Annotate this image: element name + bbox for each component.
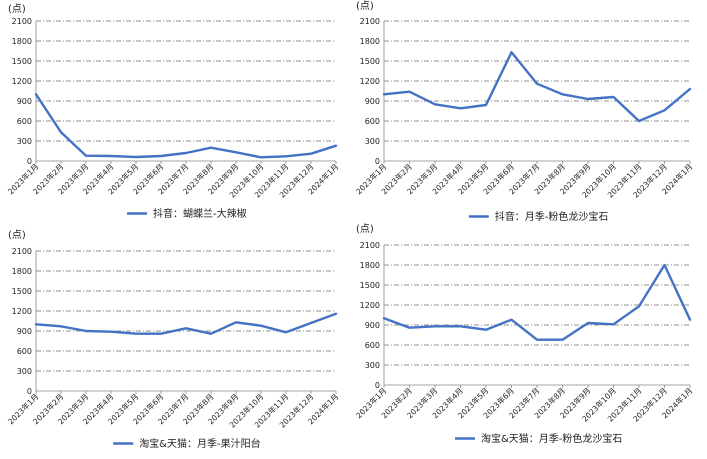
unit-label: (点) [356, 223, 374, 235]
y-tick-label: 1500 [12, 57, 32, 66]
y-tick-label: 0 [375, 381, 380, 390]
y-tick-label: 0 [27, 157, 32, 166]
y-tick-label: 900 [365, 321, 380, 330]
y-tick-label: 900 [365, 97, 380, 106]
y-tick-label: 2100 [360, 241, 380, 250]
chart-1: (点)030060090012001500180021002023年1月2023… [6, 3, 341, 220]
y-tick-label: 1800 [360, 37, 380, 46]
series-line [34, 93, 338, 159]
y-tick-label: 0 [375, 157, 380, 166]
y-tick-label: 900 [17, 327, 32, 336]
y-tick-label: 600 [365, 117, 380, 126]
y-tick-label: 1500 [360, 281, 380, 290]
legend-label: 淘宝&天猫：月季-果汁阳台 [139, 437, 260, 450]
y-tick-label: 0 [27, 387, 32, 396]
chart-2: (点)030060090012001500180021002023年1月2023… [354, 0, 695, 223]
y-tick-label: 2100 [360, 17, 380, 26]
y-tick-label: 2100 [12, 17, 32, 26]
legend: 抖音：蝴蝶兰-大辣椒 [127, 207, 247, 220]
legend-label: 抖音：蝴蝶兰-大辣椒 [153, 207, 247, 220]
series-line [382, 263, 692, 341]
y-tick-label: 600 [365, 341, 380, 350]
y-tick-label: 600 [17, 117, 32, 126]
y-tick-label: 2100 [12, 247, 32, 256]
unit-label: (点) [8, 3, 26, 15]
unit-label: (点) [8, 229, 26, 241]
chart-3: (点)030060090012001500180021002023年1月2023… [6, 229, 341, 450]
y-tick-label: 1200 [360, 301, 380, 310]
y-tick-label: 1200 [12, 307, 32, 316]
legend: 淘宝&天猫：月季-果汁阳台 [113, 437, 261, 450]
y-tick-label: 1500 [12, 287, 32, 296]
series-line [382, 51, 692, 123]
unit-label: (点) [356, 0, 374, 12]
legend: 淘宝&天猫：月季-粉色龙沙宝石 [455, 432, 622, 445]
legend-label: 抖音：月季-粉色龙沙宝石 [495, 210, 609, 223]
y-tick-label: 300 [365, 137, 380, 146]
y-tick-label: 300 [365, 361, 380, 370]
y-tick-label: 900 [17, 97, 32, 106]
y-tick-label: 1200 [12, 77, 32, 86]
legend: 抖音：月季-粉色龙沙宝石 [468, 210, 609, 223]
y-tick-label: 600 [17, 347, 32, 356]
y-tick-label: 300 [17, 137, 32, 146]
y-tick-label: 1200 [360, 77, 380, 86]
y-tick-label: 1800 [12, 267, 32, 276]
y-tick-label: 1500 [360, 57, 380, 66]
y-tick-label: 1800 [360, 261, 380, 270]
chart-4: (点)030060090012001500180021002023年1月2023… [354, 223, 695, 445]
y-tick-label: 300 [17, 367, 32, 376]
y-tick-label: 1800 [12, 37, 32, 46]
legend-label: 淘宝&天猫：月季-粉色龙沙宝石 [481, 432, 622, 445]
